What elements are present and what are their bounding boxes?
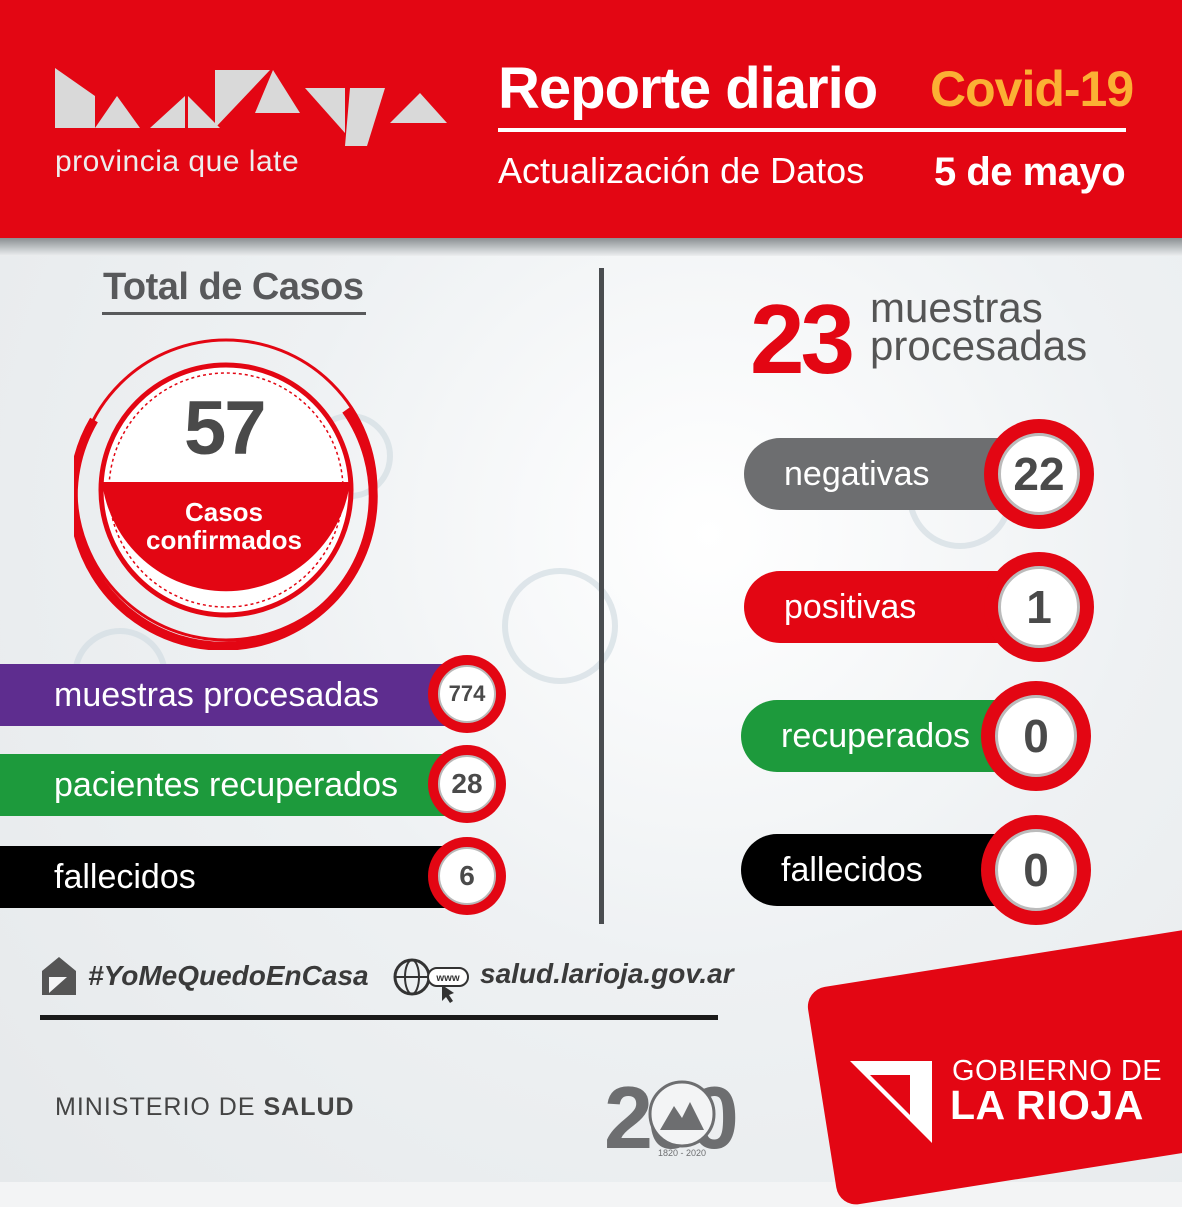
confirmed-label-line2: confirmados: [145, 525, 303, 555]
gov-line1: GOBIERNO DE: [952, 1055, 1163, 1087]
website-link[interactable]: salud.larioja.gov.ar: [480, 958, 734, 989]
globe-icon: www: [393, 958, 469, 1003]
logo-tagline: provincia que late: [55, 145, 300, 178]
daily-samples-label-line1: muestras: [870, 284, 1043, 331]
confirmed-label-line1: Casos: [184, 497, 264, 527]
stat-value: 6: [438, 847, 496, 905]
stat-bar-fallecidos: fallecidos: [0, 846, 460, 908]
gov-line2: LA RIOJA: [950, 1082, 1144, 1128]
pill-label: positivas: [784, 588, 917, 626]
stat-bar-muestras: muestras procesadas: [0, 664, 460, 726]
pill-value: 0: [995, 695, 1077, 777]
report-date: 5 de mayo: [934, 150, 1126, 194]
footer-rule: [40, 1015, 718, 1020]
column-divider: [599, 268, 604, 924]
covid-tag: Covid-19: [930, 61, 1134, 117]
stat-value: 28: [438, 755, 496, 813]
stat-bar-recuperados: pacientes recuperados: [0, 754, 460, 816]
la-rioja-logo: [55, 68, 447, 146]
daily-samples-value: 23: [750, 284, 855, 394]
stat-label: pacientes recuperados: [54, 766, 399, 804]
pill-badge-fallecidos: 0: [981, 815, 1091, 925]
ministry-prefix: MINISTERIO DE: [55, 1093, 264, 1121]
pill-label: recuperados: [781, 717, 971, 755]
stat-badge-fallecidos: 6: [428, 837, 506, 915]
ministry-bold: SALUD: [263, 1093, 355, 1121]
bicentennial-years: 1820 - 2020: [658, 1148, 706, 1158]
report-subtitle: Actualización de Datos: [498, 150, 865, 191]
pill-value: 0: [995, 829, 1077, 911]
total-cases-title: Total de Casos: [103, 266, 364, 308]
stat-badge-recuperados: 28: [428, 745, 506, 823]
header-rule: [498, 128, 1126, 132]
stat-badge-muestras: 774: [428, 655, 506, 733]
hashtag: #YoMeQuedoEnCasa: [88, 960, 369, 991]
www-icon-text: www: [435, 973, 460, 984]
pill-badge-positivas: 1: [984, 552, 1094, 662]
house-icon: [42, 957, 76, 995]
stat-value: 774: [438, 665, 496, 723]
pill-badge-recuperados: 0: [981, 681, 1091, 791]
pill-badge-negativas: 22: [984, 419, 1094, 529]
stat-label: muestras procesadas: [54, 676, 380, 714]
pill-label: negativas: [784, 455, 930, 493]
confirmed-label: Casos confirmados: [104, 498, 344, 554]
report-title: Reporte diario: [498, 56, 878, 121]
pill-label: fallecidos: [781, 851, 923, 889]
pill-value: 22: [998, 433, 1080, 515]
daily-samples-label: muestras procesadas: [870, 284, 1088, 369]
bicentenario-logo: 200 1820 - 2020: [604, 1068, 742, 1158]
daily-samples-label-line2: procesadas: [870, 322, 1088, 369]
total-cases-rule: [102, 312, 366, 315]
pill-value: 1: [998, 566, 1080, 648]
gobierno-logo: [850, 1061, 932, 1143]
header-shadow: [0, 238, 1182, 256]
confirmed-value: 57: [184, 386, 267, 471]
stat-label: fallecidos: [54, 858, 196, 896]
ministry-name: MINISTERIO DE SALUD: [55, 1093, 355, 1122]
confirmed-cases-gauge: [74, 338, 378, 650]
